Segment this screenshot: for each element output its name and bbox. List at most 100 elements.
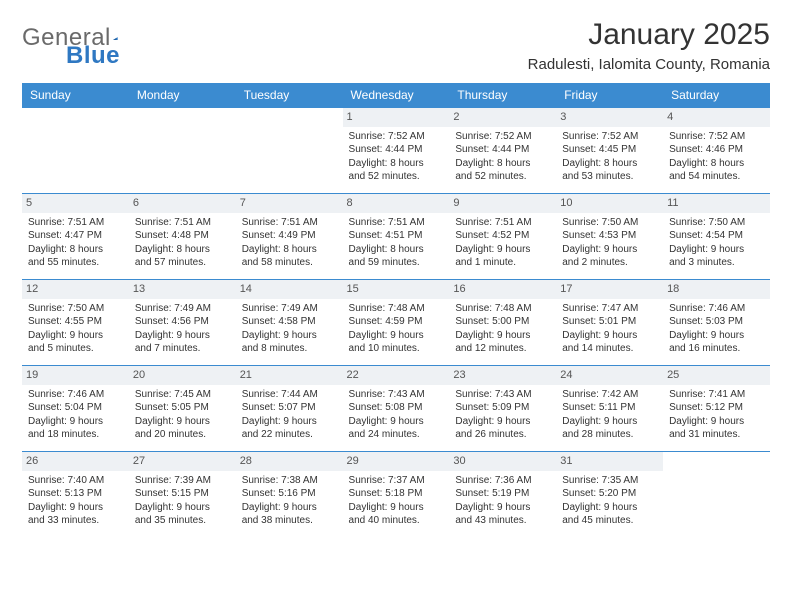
calendar-cell: 23 Sunrise: 7:43 AMSunset: 5:09 PMDayligh…: [449, 366, 556, 452]
calendar-cell: 19Sunrise: 7:46 AMSunset: 5:04 PMDayligh…: [22, 366, 129, 452]
col-monday: Monday: [129, 83, 236, 108]
calendar-cell: 16 Sunrise: 7:48 AMSunset: 5:00 PMDayligh…: [449, 280, 556, 366]
calendar-cell: 8Sunrise: 7:51 AMSunset: 4:51 PMDaylight…: [343, 194, 450, 280]
daylight-line2: and 52 minutes.: [455, 170, 550, 184]
day-number: 16: [449, 280, 556, 299]
sunrise-text: Sunrise: 7:51 AM: [135, 216, 230, 230]
sunrise-text: Sunrise: 7:51 AM: [28, 216, 123, 230]
daylight-line1: Daylight: 9 hours: [562, 501, 657, 515]
daylight-line1: Daylight: 8 hours: [349, 157, 444, 171]
day-number: 5: [22, 194, 129, 213]
daylight-line2: and 52 minutes.: [349, 170, 444, 184]
calendar-cell: 15Sunrise: 7:48 AMSunset: 4:59 PMDayligh…: [343, 280, 450, 366]
daylight-line2: and 5 minutes.: [28, 342, 123, 356]
day-number: 7: [236, 194, 343, 213]
sunset-text: Sunset: 5:09 PM: [455, 401, 550, 415]
day-number: 18: [663, 280, 770, 299]
daylight-line2: and 28 minutes.: [562, 428, 657, 442]
day-number: 22: [343, 366, 450, 385]
calendar-cell: 2Sunrise: 7:52 AMSunset: 4:44 PMDaylight…: [449, 108, 556, 194]
sunrise-text: Sunrise: 7:39 AM: [135, 474, 230, 488]
daylight-line1: Daylight: 9 hours: [349, 329, 444, 343]
calendar-body: 1Sunrise: 7:52 AMSunset: 4:44 PMDaylight…: [22, 108, 770, 538]
daylight-line2: and 7 minutes.: [135, 342, 230, 356]
daylight-line1: Daylight: 9 hours: [562, 415, 657, 429]
calendar-cell: 1Sunrise: 7:52 AMSunset: 4:44 PMDaylight…: [343, 108, 450, 194]
day-number: 2: [449, 108, 556, 127]
sunrise-text: Sunrise: 7:46 AM: [669, 302, 764, 316]
daylight-line2: and 54 minutes.: [669, 170, 764, 184]
sunset-text: Sunset: 4:59 PM: [349, 315, 444, 329]
calendar-cell: 25Sunrise: 7:41 AMSunset: 5:12 PMDayligh…: [663, 366, 770, 452]
day-number: 23: [449, 366, 556, 385]
sunrise-text: Sunrise: 7:41 AM: [669, 388, 764, 402]
calendar-cell: 7Sunrise: 7:51 AMSunset: 4:49 PMDaylight…: [236, 194, 343, 280]
sunrise-text: Sunrise: 7:47 AM: [562, 302, 657, 316]
daylight-line2: and 16 minutes.: [669, 342, 764, 356]
calendar-cell: 27Sunrise: 7:39 AMSunset: 5:15 PMDayligh…: [129, 452, 236, 538]
daylight-line1: Daylight: 9 hours: [28, 415, 123, 429]
daylight-line2: and 24 minutes.: [349, 428, 444, 442]
calendar-cell: 11Sunrise: 7:50 AMSunset: 4:54 PMDayligh…: [663, 194, 770, 280]
col-friday: Friday: [556, 83, 663, 108]
sunset-text: Sunset: 4:47 PM: [28, 229, 123, 243]
day-number: 17: [556, 280, 663, 299]
sunset-text: Sunset: 5:13 PM: [28, 487, 123, 501]
col-tuesday: Tuesday: [236, 83, 343, 108]
sunset-text: Sunset: 5:20 PM: [562, 487, 657, 501]
day-number: 28: [236, 452, 343, 471]
daylight-line2: and 59 minutes.: [349, 256, 444, 270]
sunset-text: Sunset: 5:15 PM: [135, 487, 230, 501]
daylight-line1: Daylight: 9 hours: [455, 415, 550, 429]
sunrise-text: Sunrise: 7:36 AM: [455, 474, 550, 488]
calendar-week: 5Sunrise: 7:51 AMSunset: 4:47 PMDaylight…: [22, 194, 770, 280]
day-number: 9: [449, 194, 556, 213]
day-number: 4: [663, 108, 770, 127]
day-number: 27: [129, 452, 236, 471]
day-number: 31: [556, 452, 663, 471]
daylight-line2: and 1 minute.: [455, 256, 550, 270]
day-number: 30: [449, 452, 556, 471]
sunset-text: Sunset: 5:00 PM: [455, 315, 550, 329]
day-number: 29: [343, 452, 450, 471]
daylight-line1: Daylight: 8 hours: [242, 243, 337, 257]
sunrise-text: Sunrise: 7:43 AM: [349, 388, 444, 402]
sunrise-text: Sunrise: 7:43 AM: [455, 388, 550, 402]
sunset-text: Sunset: 4:56 PM: [135, 315, 230, 329]
sunrise-text: Sunrise: 7:49 AM: [135, 302, 230, 316]
daylight-line1: Daylight: 8 hours: [562, 157, 657, 171]
daylight-line2: and 12 minutes.: [455, 342, 550, 356]
sunrise-text: Sunrise: 7:44 AM: [242, 388, 337, 402]
sunrise-text: Sunrise: 7:52 AM: [669, 130, 764, 144]
day-number: 3: [556, 108, 663, 127]
daylight-line1: Daylight: 9 hours: [242, 501, 337, 515]
sunrise-text: Sunrise: 7:48 AM: [349, 302, 444, 316]
sunset-text: Sunset: 5:18 PM: [349, 487, 444, 501]
daylight-line2: and 55 minutes.: [28, 256, 123, 270]
page-subtitle: Radulesti, Ialomita County, Romania: [528, 56, 770, 73]
daylight-line1: Daylight: 9 hours: [455, 243, 550, 257]
calendar-cell: 29Sunrise: 7:37 AMSunset: 5:18 PMDayligh…: [343, 452, 450, 538]
daylight-line1: Daylight: 9 hours: [135, 415, 230, 429]
sunrise-text: Sunrise: 7:37 AM: [349, 474, 444, 488]
sunrise-text: Sunrise: 7:51 AM: [349, 216, 444, 230]
calendar-week: 26Sunrise: 7:40 AMSunset: 5:13 PMDayligh…: [22, 452, 770, 538]
sunset-text: Sunset: 5:04 PM: [28, 401, 123, 415]
daylight-line1: Daylight: 8 hours: [135, 243, 230, 257]
daylight-line2: and 20 minutes.: [135, 428, 230, 442]
calendar-cell: 18Sunrise: 7:46 AMSunset: 5:03 PMDayligh…: [663, 280, 770, 366]
daylight-line2: and 26 minutes.: [455, 428, 550, 442]
calendar-cell: 26Sunrise: 7:40 AMSunset: 5:13 PMDayligh…: [22, 452, 129, 538]
col-thursday: Thursday: [449, 83, 556, 108]
sunrise-text: Sunrise: 7:40 AM: [28, 474, 123, 488]
daylight-line1: Daylight: 9 hours: [455, 501, 550, 515]
daylight-line1: Daylight: 9 hours: [455, 329, 550, 343]
day-number: 6: [129, 194, 236, 213]
day-number: 11: [663, 194, 770, 213]
daylight-line2: and 40 minutes.: [349, 514, 444, 528]
sunset-text: Sunset: 4:45 PM: [562, 143, 657, 157]
sunset-text: Sunset: 4:58 PM: [242, 315, 337, 329]
day-number: 19: [22, 366, 129, 385]
sunrise-text: Sunrise: 7:48 AM: [455, 302, 550, 316]
brand-word2: Blue: [66, 42, 120, 69]
